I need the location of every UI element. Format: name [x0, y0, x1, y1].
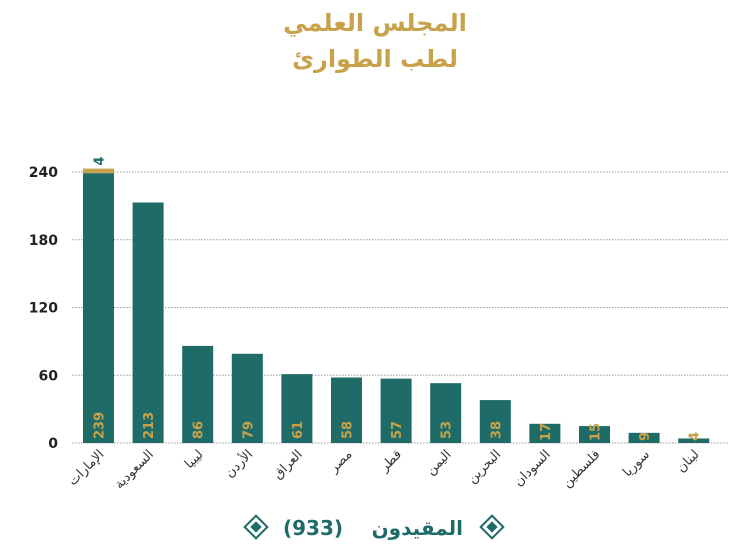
- x-tick-label: السودان: [511, 447, 553, 489]
- x-tick-label: السعودية: [112, 447, 157, 492]
- bar-value-label: 15: [589, 423, 604, 441]
- bar-value-label: 79: [241, 421, 256, 439]
- bar: [380, 378, 412, 443]
- bar-value-label: 4: [688, 432, 703, 441]
- bar-top-segment: [83, 168, 114, 174]
- x-tick-label: سوريا: [620, 447, 653, 480]
- bar: [430, 383, 462, 443]
- x-tick-label: مصر: [326, 447, 355, 476]
- bars: 239 4 213 86 79 61 58 57 53 38 17 15 9 4: [83, 157, 710, 444]
- y-tick-label: 180: [29, 233, 58, 249]
- bar-value-label: 61: [291, 421, 306, 439]
- y-tick-label: 60: [39, 368, 59, 384]
- y-tick-label: 0: [48, 436, 58, 452]
- y-tick-label: 240: [29, 165, 58, 181]
- bar: [132, 202, 164, 443]
- legend: المقيدون (933): [243, 514, 505, 540]
- bar-value-label: 9: [638, 432, 653, 441]
- bar-value-label: 53: [440, 421, 455, 439]
- bar: [479, 400, 511, 443]
- bar-value-label: 57: [390, 421, 405, 439]
- chart-title-line-2: لطب الطوارئ: [292, 45, 458, 73]
- bar: [529, 423, 561, 443]
- x-tick-label: ليبيا: [182, 447, 207, 472]
- x-tick-label: الأردن: [221, 446, 256, 481]
- legend-diamond-icon-right: [479, 514, 505, 540]
- bar-value-label: 17: [539, 423, 554, 441]
- bar: [678, 438, 710, 443]
- chart-title-line-1: المجلس العلمي: [283, 9, 467, 37]
- bar: [579, 426, 610, 443]
- x-tick-label: لبنان: [674, 447, 703, 476]
- bar: [83, 173, 114, 444]
- x-tick-label: البحرين: [465, 447, 504, 486]
- bar-value-label: 38: [489, 421, 504, 439]
- x-tick-label: الإمارات: [66, 447, 108, 489]
- bar: [331, 377, 362, 443]
- bar-value-label: 239: [93, 412, 108, 439]
- legend-diamond-icon-left: [243, 514, 269, 540]
- bar: [231, 353, 263, 443]
- legend-label: المقيدون: [372, 516, 463, 540]
- x-tick-label: اليمن: [423, 447, 454, 478]
- x-tick-label: فلسطين: [560, 447, 604, 491]
- bar-value-label: 213: [142, 412, 157, 439]
- gridlines: [72, 171, 728, 444]
- legend-total: (933): [283, 516, 343, 540]
- y-axis: 0 60 120 180 240: [29, 165, 58, 452]
- bar: [281, 374, 313, 443]
- bar: [182, 345, 214, 443]
- x-tick-label: العراق: [271, 447, 306, 482]
- bar-top-value-label: 4: [93, 157, 108, 166]
- y-tick-label: 120: [29, 301, 58, 317]
- x-axis-labels: الإمارات السعودية ليبيا الأردن العراق مصر قطر ا…: [66, 446, 703, 492]
- x-tick-label: قطر: [377, 447, 405, 475]
- bar: [628, 432, 660, 443]
- bar-value-label: 58: [341, 421, 356, 439]
- bar-value-label: 86: [192, 421, 207, 439]
